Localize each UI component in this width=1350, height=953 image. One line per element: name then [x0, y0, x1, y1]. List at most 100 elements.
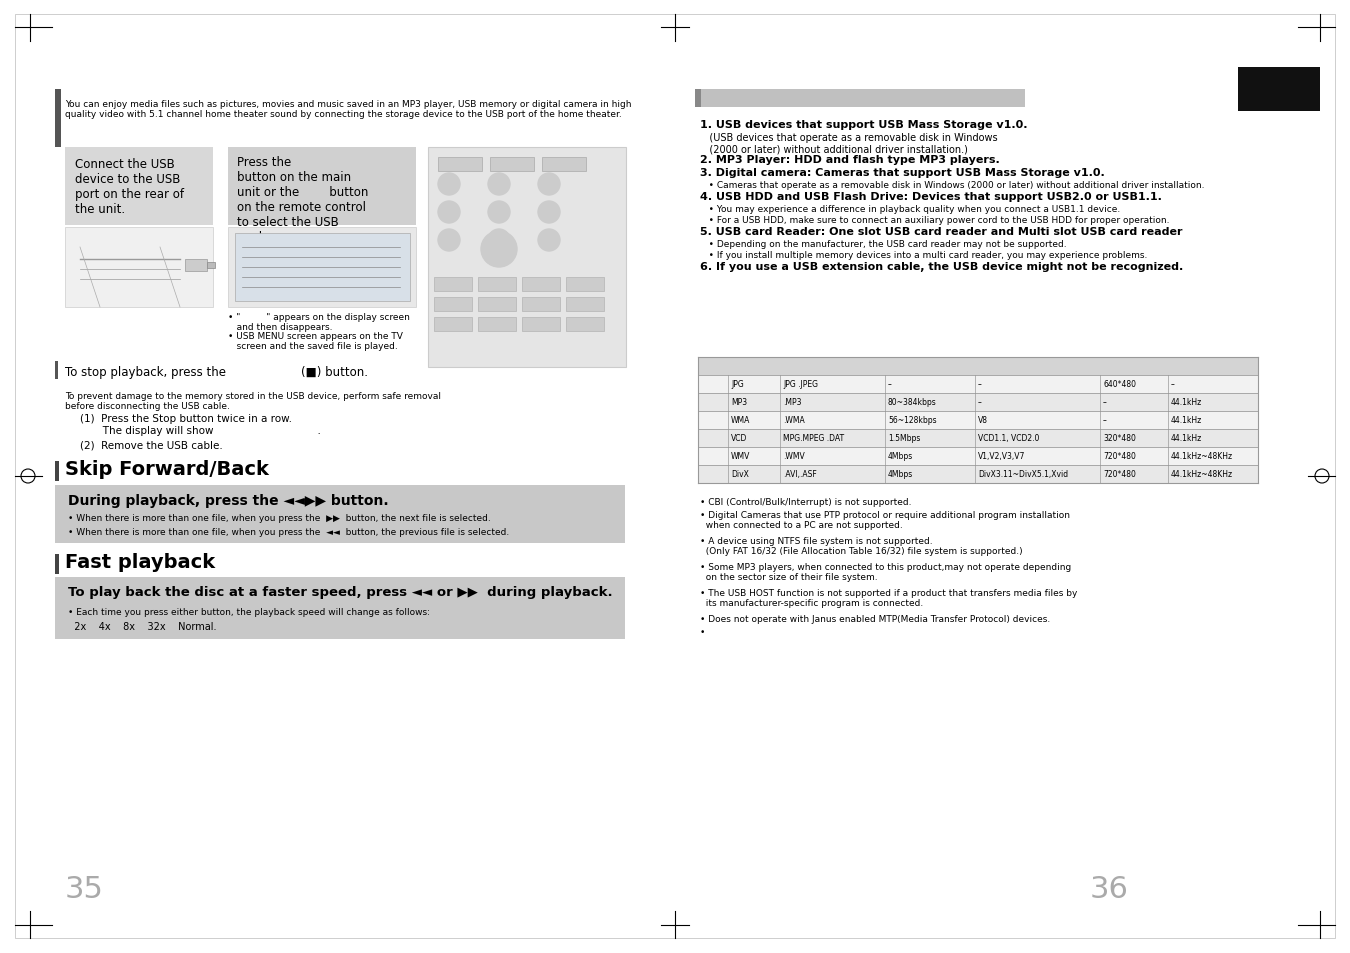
Bar: [698, 375, 1258, 394]
Text: DivX: DivX: [730, 470, 749, 478]
Bar: [522, 297, 560, 312]
Bar: [541, 158, 586, 172]
Text: 720*480: 720*480: [1103, 470, 1135, 478]
Bar: [433, 317, 472, 332]
Circle shape: [487, 202, 510, 224]
Text: 44.1kHz: 44.1kHz: [1170, 416, 1203, 424]
Text: • CBI (Control/Bulk/Interrupt) is not supported.: • CBI (Control/Bulk/Interrupt) is not su…: [701, 497, 911, 506]
Bar: [478, 297, 516, 312]
Text: 35: 35: [65, 874, 104, 903]
Circle shape: [487, 230, 510, 252]
Text: Connect the USB
device to the USB
port on the rear of
the unit.: Connect the USB device to the USB port o…: [76, 158, 184, 215]
Bar: [228, 148, 416, 226]
Text: 3. Digital camera: Cameras that support USB Mass Storage v1.0.: 3. Digital camera: Cameras that support …: [701, 168, 1104, 178]
Bar: [698, 357, 1258, 375]
Bar: [1238, 68, 1320, 112]
Circle shape: [437, 230, 460, 252]
Text: –: –: [977, 379, 981, 389]
Text: 80~384kbps: 80~384kbps: [888, 397, 937, 407]
Text: V8: V8: [977, 416, 988, 424]
Bar: [698, 394, 1258, 412]
Text: • For a USB HDD, make sure to connect an auxiliary power cord to the USB HDD for: • For a USB HDD, make sure to connect an…: [701, 215, 1169, 225]
Bar: [522, 317, 560, 332]
Circle shape: [481, 232, 517, 268]
Text: .WMV: .WMV: [783, 452, 805, 460]
Text: JPG .JPEG: JPG .JPEG: [783, 379, 818, 389]
Text: To play back the disc at a faster speed, press ◄◄ or ▶▶  during playback.: To play back the disc at a faster speed,…: [68, 585, 613, 598]
Text: –: –: [1170, 379, 1174, 389]
Text: 4Mbps: 4Mbps: [888, 470, 913, 478]
Text: WMA: WMA: [730, 416, 751, 424]
Text: WMV: WMV: [730, 452, 751, 460]
Bar: [55, 361, 58, 379]
Text: VCD1.1, VCD2.0: VCD1.1, VCD2.0: [977, 434, 1040, 442]
Text: .MP3: .MP3: [783, 397, 802, 407]
Bar: [522, 277, 560, 292]
Circle shape: [437, 173, 460, 195]
Bar: [437, 158, 482, 172]
Text: • "         " appears on the display screen
   and then disappears.: • " " appears on the display screen and …: [228, 313, 410, 332]
Bar: [55, 90, 61, 148]
Text: • The USB HOST function is not supported if a product that transfers media files: • The USB HOST function is not supported…: [701, 588, 1077, 608]
Text: To stop playback, press the                    (■) button.: To stop playback, press the (■) button.: [65, 366, 369, 378]
Text: Press the
button on the main
unit or the        button
on the remote control
to : Press the button on the main unit or the…: [238, 156, 369, 244]
Text: • You may experience a difference in playback quality when you connect a USB1.1 : • You may experience a difference in pla…: [701, 205, 1120, 213]
Bar: [55, 461, 59, 481]
Text: –: –: [1103, 416, 1107, 424]
Text: • Some MP3 players, when connected to this product,may not operate depending
  o: • Some MP3 players, when connected to th…: [701, 562, 1072, 581]
Bar: [566, 277, 603, 292]
Bar: [185, 260, 207, 272]
Text: To prevent damage to the memory stored in the USB device, perform safe removal
b: To prevent damage to the memory stored i…: [65, 392, 441, 411]
Bar: [695, 90, 1025, 108]
Text: 44.1kHz~48KHz: 44.1kHz~48KHz: [1170, 470, 1233, 478]
Bar: [428, 148, 626, 368]
Text: • When there is more than one file, when you press the  ▶▶  button, the next fil: • When there is more than one file, when…: [68, 514, 491, 522]
Text: .AVI,.ASF: .AVI,.ASF: [783, 470, 817, 478]
Bar: [228, 228, 416, 308]
Text: –: –: [888, 379, 892, 389]
Text: • Cameras that operate as a removable disk in Windows (2000 or later) without ad: • Cameras that operate as a removable di…: [701, 181, 1204, 190]
Text: (2)  Remove the USB cable.: (2) Remove the USB cable.: [80, 439, 223, 450]
Bar: [235, 233, 410, 302]
Text: –: –: [1103, 397, 1107, 407]
Bar: [695, 90, 701, 108]
Text: JPG: JPG: [730, 379, 744, 389]
Bar: [433, 297, 472, 312]
Text: –: –: [977, 397, 981, 407]
Text: •: •: [701, 627, 705, 637]
Bar: [698, 412, 1258, 430]
Text: (USB devices that operate as a removable disk in Windows: (USB devices that operate as a removable…: [701, 132, 998, 143]
Circle shape: [539, 230, 560, 252]
Text: 1.5Mbps: 1.5Mbps: [888, 434, 921, 442]
Text: • Depending on the manufacturer, the USB card reader may not be supported.: • Depending on the manufacturer, the USB…: [701, 240, 1066, 249]
Circle shape: [487, 173, 510, 195]
Text: MP3: MP3: [730, 397, 747, 407]
Text: 4. USB HDD and USB Flash Drive: Devices that support USB2.0 or USB1.1.: 4. USB HDD and USB Flash Drive: Devices …: [701, 192, 1162, 202]
Bar: [566, 317, 603, 332]
Text: You can enjoy media files such as pictures, movies and music saved in an MP3 pla: You can enjoy media files such as pictur…: [65, 100, 632, 119]
Text: 1. USB devices that support USB Mass Storage v1.0.: 1. USB devices that support USB Mass Sto…: [701, 120, 1027, 130]
Text: 2. MP3 Player: HDD and flash type MP3 players.: 2. MP3 Player: HDD and flash type MP3 pl…: [701, 154, 1000, 165]
Bar: [566, 297, 603, 312]
Bar: [478, 317, 516, 332]
Text: 4Mbps: 4Mbps: [888, 452, 913, 460]
Text: DivX3.11~DivX5.1,Xvid: DivX3.11~DivX5.1,Xvid: [977, 470, 1068, 478]
Text: 320*480: 320*480: [1103, 434, 1135, 442]
Bar: [55, 485, 625, 543]
Bar: [698, 430, 1258, 448]
Text: • Each time you press either button, the playback speed will change as follows:: • Each time you press either button, the…: [68, 607, 431, 617]
Text: • USB MENU screen appears on the TV
   screen and the saved file is played.: • USB MENU screen appears on the TV scre…: [228, 332, 402, 351]
Bar: [698, 448, 1258, 465]
Circle shape: [539, 173, 560, 195]
Text: Fast playback: Fast playback: [65, 553, 215, 572]
Bar: [55, 555, 59, 575]
Text: 44.1kHz: 44.1kHz: [1170, 397, 1203, 407]
Text: 56~128kbps: 56~128kbps: [888, 416, 937, 424]
Text: • A device using NTFS file system is not supported.
  (Only FAT 16/32 (File Allo: • A device using NTFS file system is not…: [701, 537, 1023, 556]
Bar: [698, 465, 1258, 483]
Text: During playback, press the ◄◄▶▶ button.: During playback, press the ◄◄▶▶ button.: [68, 494, 389, 507]
Text: 44.1kHz: 44.1kHz: [1170, 434, 1203, 442]
Text: Skip Forward/Back: Skip Forward/Back: [65, 459, 269, 478]
Text: 36: 36: [1089, 874, 1129, 903]
Text: • Digital Cameras that use PTP protocol or require additional program installati: • Digital Cameras that use PTP protocol …: [701, 511, 1071, 530]
